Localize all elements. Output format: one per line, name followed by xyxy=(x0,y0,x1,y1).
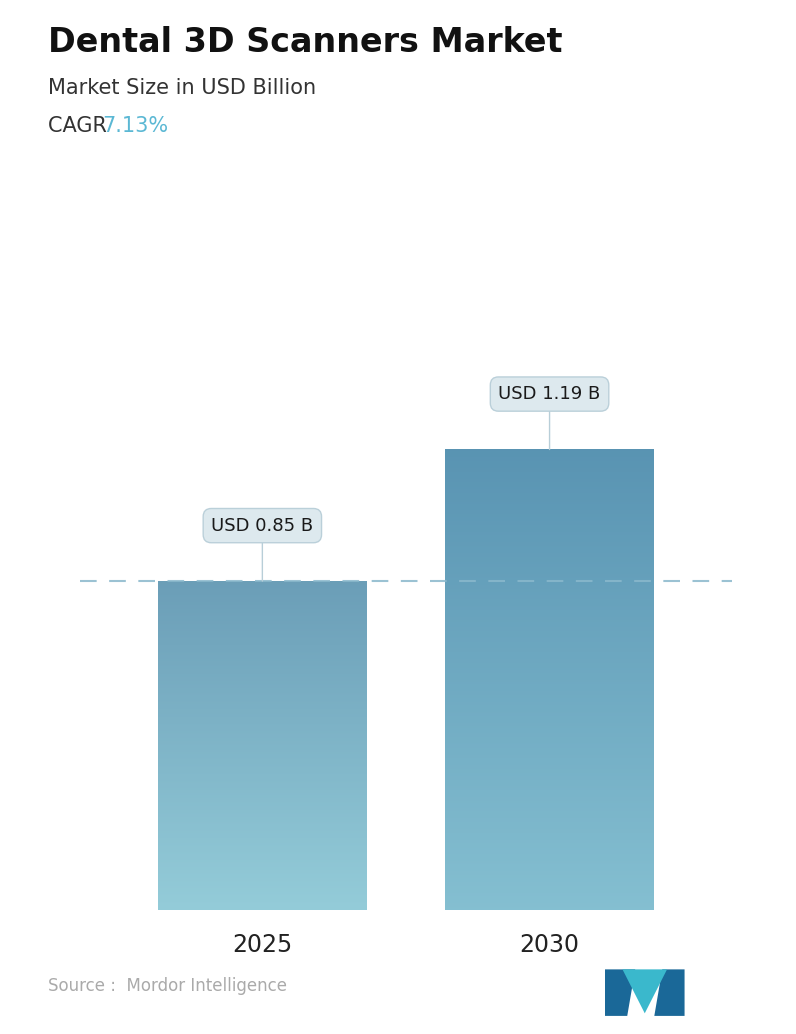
Text: USD 1.19 B: USD 1.19 B xyxy=(498,385,601,450)
Text: 2025: 2025 xyxy=(232,933,292,957)
Polygon shape xyxy=(622,970,667,1013)
Text: USD 0.85 B: USD 0.85 B xyxy=(211,517,314,581)
Polygon shape xyxy=(605,970,635,1015)
Text: 2030: 2030 xyxy=(520,933,579,957)
Text: CAGR: CAGR xyxy=(48,116,113,135)
Text: Market Size in USD Billion: Market Size in USD Billion xyxy=(48,78,316,97)
Text: Source :  Mordor Intelligence: Source : Mordor Intelligence xyxy=(48,977,287,995)
Text: Dental 3D Scanners Market: Dental 3D Scanners Market xyxy=(48,26,562,59)
Polygon shape xyxy=(654,970,685,1015)
Text: 7.13%: 7.13% xyxy=(102,116,168,135)
